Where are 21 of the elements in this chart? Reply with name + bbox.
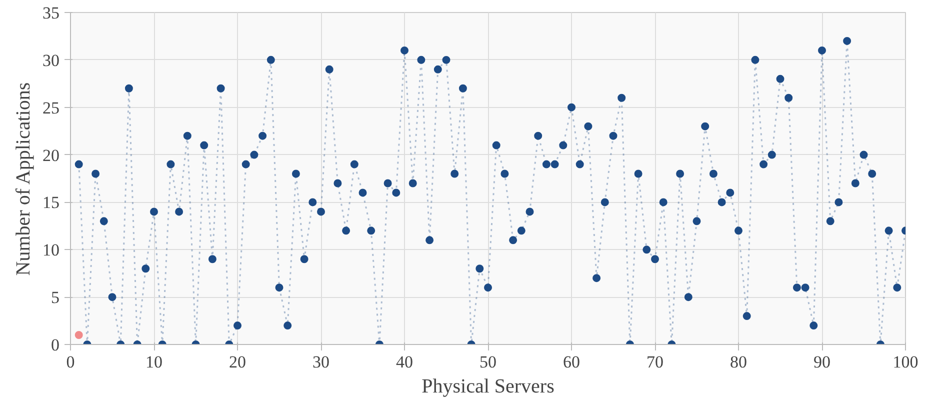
x-tick-label: 100 [892, 352, 918, 372]
y-tick-label: 15 [42, 193, 60, 212]
y-tick-label: 10 [42, 240, 60, 260]
x-tick-label: 30 [312, 352, 330, 372]
x-tick-label: 80 [730, 352, 747, 372]
x-tick-label: 90 [814, 352, 830, 372]
y-axis-title: Number of Applications [12, 82, 34, 276]
x-tick-label: 10 [146, 352, 162, 372]
y-tick-label: 0 [51, 336, 60, 354]
x-tick-label: 60 [563, 352, 580, 372]
x-tick-label: 70 [646, 352, 664, 372]
x-tick-label: 40 [396, 352, 413, 372]
x-axis-title: Physical Servers [422, 376, 555, 398]
x-tick-label: 0 [66, 352, 75, 372]
y-tick-label: 30 [42, 50, 60, 70]
x-tick-label: 50 [480, 352, 496, 372]
y-tick-label: 20 [42, 146, 60, 165]
y-tick-label: 35 [42, 4, 60, 22]
y-tick-label: 25 [42, 98, 60, 118]
y-tick-label: 5 [51, 288, 60, 308]
x-tick-label: 20 [229, 352, 246, 372]
